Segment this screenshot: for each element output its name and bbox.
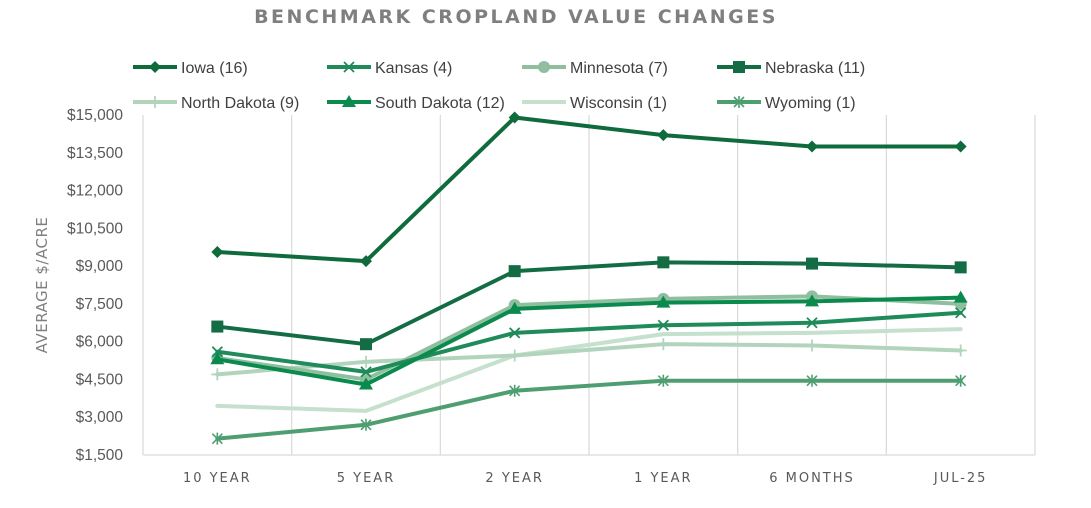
x-tick-label: 5 YEAR [337,471,395,486]
data-point [806,374,818,387]
legend-entry: Nebraska (11) [717,60,865,77]
data-point [954,261,967,274]
data-point [211,246,224,259]
data-point [509,384,521,397]
data-point [211,432,223,445]
data-point [508,349,521,362]
series-line [215,378,963,441]
data-point [656,295,671,308]
y-tick-label: $1,500 [76,447,124,464]
legend-entry: Minnesota (7) [522,60,668,77]
y-tick-label: $12,000 [67,183,123,200]
legend-label: Kansas (4) [375,60,452,77]
legend-entry: South Dakota (12) [327,95,505,112]
data-point [360,355,372,368]
legend-marker [149,96,161,108]
y-tick-labels: $1,500 $3,000 $4,500 $6,000 $7,500 $9,000 $10,… [67,107,123,464]
data-point [955,307,967,319]
data-point [507,301,522,314]
legend-entry: Wyoming (1) [717,95,856,112]
series-line [215,295,963,387]
data-point [955,374,967,387]
series-wyoming [211,374,967,445]
data-point [806,257,818,270]
data-point [657,129,670,142]
data-point [954,140,967,153]
y-tick-label: $9,000 [76,258,124,275]
legend-entry: Wisconsin (1) [522,95,667,112]
data-point [211,368,224,381]
y-axis-title: AVERAGE $/ACRE [33,217,51,354]
series-south-dakota [210,290,968,390]
legend-label: Wisconsin (1) [570,95,667,112]
series-north-dakota [211,338,967,381]
legend-marker [149,61,161,73]
data-point [657,256,670,269]
data-point [360,338,372,351]
data-point [953,290,968,303]
y-tick-label: $3,000 [76,409,124,426]
data-point [657,374,669,387]
legend-marker [733,96,745,108]
data-point [360,366,372,378]
legend-entry: North Dakota (9) [133,95,299,112]
data-point [360,255,372,268]
data-point [657,338,670,351]
gridlines [142,115,1036,455]
series-line [215,342,963,377]
legend-label: South Dakota (12) [375,95,505,112]
series-wisconsin [215,327,963,413]
data-point [954,344,967,357]
y-tick-label: $10,500 [67,220,123,237]
y-tick-label: $6,000 [76,334,124,351]
series-iowa [211,111,967,268]
legend-marker [343,61,355,73]
legend-label: Iowa (16) [181,60,248,77]
series-kansas [211,307,967,378]
legend-label: Wyoming (1) [765,95,856,112]
data-point [360,418,372,431]
legend-entry: Iowa (16) [133,60,248,77]
data-point [211,320,224,333]
data-point [806,317,818,329]
legend-label: Nebraska (11) [765,60,865,77]
series-line [215,260,963,347]
chart-title: BENCHMARK CROPLAND VALUE CHANGES [254,6,778,28]
x-tick-labels: 10 YEAR 5 YEAR 2 YEAR 1 YEAR 6 MONTHS JUL-25 [183,471,988,486]
series-line [215,310,963,374]
x-tick-label: 10 YEAR [183,471,252,486]
series-line [215,327,963,413]
data-point [359,377,373,390]
legend-marker [733,61,745,73]
y-tick-label: $7,500 [76,296,124,313]
data-point [508,111,521,124]
legend: Iowa (16) Kansas (4) Minnesota (7) Nebraska… [133,60,865,112]
data-point [806,339,818,352]
y-tick-label: $13,500 [67,145,123,162]
y-tick-label: $15,000 [67,107,123,124]
series-line [215,294,963,382]
legend-marker [538,61,550,73]
series-line [215,115,963,264]
x-tick-label: 1 YEAR [634,471,692,486]
legend-label: North Dakota (9) [181,95,299,112]
x-tick-label: 6 MONTHS [769,471,855,486]
data-point [657,319,669,331]
data-point [508,265,521,278]
y-tick-label: $4,500 [76,371,124,388]
data-point [211,346,223,358]
legend-label: Minnesota (7) [570,60,668,77]
series-lines [210,111,968,445]
data-point [509,327,521,339]
data-point [806,140,818,153]
legend-entry: Kansas (4) [327,60,452,77]
x-tick-label: 2 YEAR [485,471,543,486]
x-tick-label: JUL-25 [933,471,988,486]
data-point [805,294,819,307]
series-nebraska [211,256,967,351]
legend-marker [342,95,356,107]
data-point [210,352,225,365]
